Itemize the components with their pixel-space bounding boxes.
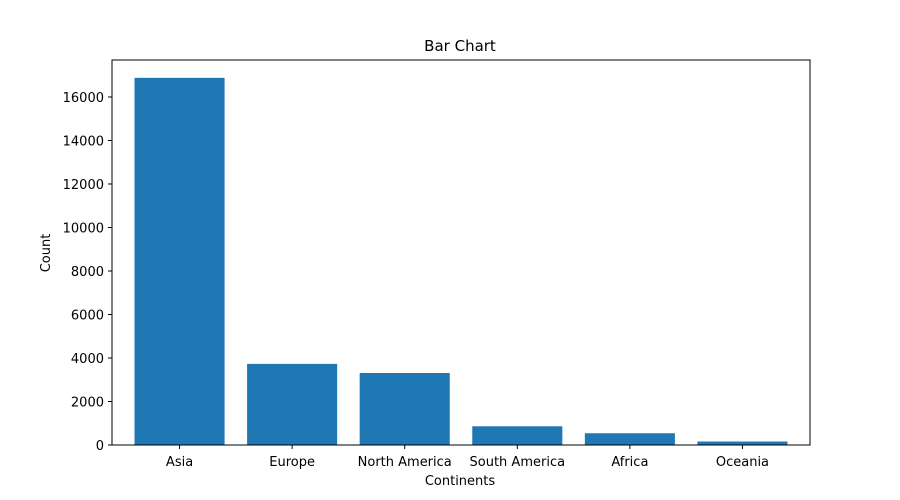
y-axis-label: Count: [39, 234, 54, 273]
chart-title: Bar Chart: [424, 37, 496, 55]
x-axis-label: Continents: [425, 474, 496, 489]
y-tick-label-6000: 6000: [71, 308, 104, 323]
x-tick-label-asia: Asia: [166, 455, 193, 470]
y-tick-label-4000: 4000: [71, 352, 104, 367]
x-tick-label-oceania: Oceania: [716, 455, 769, 470]
bar-asia: [134, 77, 225, 445]
x-axis: Asia Europe North America South America Afri…: [166, 445, 769, 470]
bar-europe: [247, 363, 338, 445]
bars-group: [134, 77, 788, 445]
y-tick-label-2000: 2000: [71, 395, 104, 410]
x-tick-label-north-america: North America: [358, 455, 452, 470]
bar-africa: [584, 433, 675, 445]
x-tick-label-south-america: South America: [470, 455, 566, 470]
bar-south-america: [472, 426, 563, 445]
bar-oceania: [697, 441, 788, 445]
y-tick-label-14000: 14000: [63, 134, 104, 149]
x-tick-label-europe: Europe: [269, 455, 315, 470]
y-tick-label-8000: 8000: [71, 265, 104, 280]
y-tick-label-10000: 10000: [63, 221, 104, 236]
y-tick-label-0: 0: [96, 439, 104, 454]
y-tick-label-16000: 16000: [63, 91, 104, 106]
plot-frame: [111, 59, 811, 446]
x-tick-label-africa: Africa: [611, 455, 648, 470]
y-tick-label-12000: 12000: [63, 178, 104, 193]
bar-north-america: [359, 373, 450, 445]
y-axis: 0 2000 4000 6000 8000 10000 12000 14000 16000: [63, 91, 112, 454]
